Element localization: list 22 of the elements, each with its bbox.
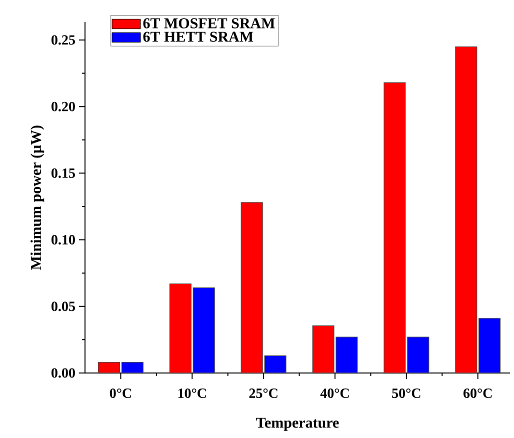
bar: [478, 318, 501, 373]
bar: [264, 355, 286, 373]
y-axis-title: Minimum power (μW): [30, 126, 44, 270]
bar: [407, 336, 430, 373]
y-tick-label: 0.20: [52, 102, 75, 112]
bar: [122, 362, 144, 373]
y-tick-label: 0.00: [52, 368, 75, 378]
legend-label: 6T MOSFET SRAM: [143, 18, 275, 28]
y-tick-label: 0.10: [52, 235, 75, 245]
x-axis-title: Temperature: [256, 418, 339, 431]
x-tick-label: 40°C: [320, 388, 349, 398]
y-tick-label: 0.05: [52, 302, 75, 312]
x-tick-label: 25°C: [249, 388, 278, 398]
y-tick-label: 0.15: [52, 168, 75, 178]
bar: [192, 287, 215, 373]
x-tick-label: 0°C: [110, 388, 132, 398]
x-tick-label: 50°C: [392, 388, 420, 398]
x-tick-label: 10°C: [178, 388, 206, 398]
legend-label: 6T HETT SRAM: [143, 32, 254, 42]
y-tick-label: 0.25: [52, 35, 75, 45]
bar: [336, 336, 358, 373]
x-tick-label: 60°C: [463, 388, 492, 398]
